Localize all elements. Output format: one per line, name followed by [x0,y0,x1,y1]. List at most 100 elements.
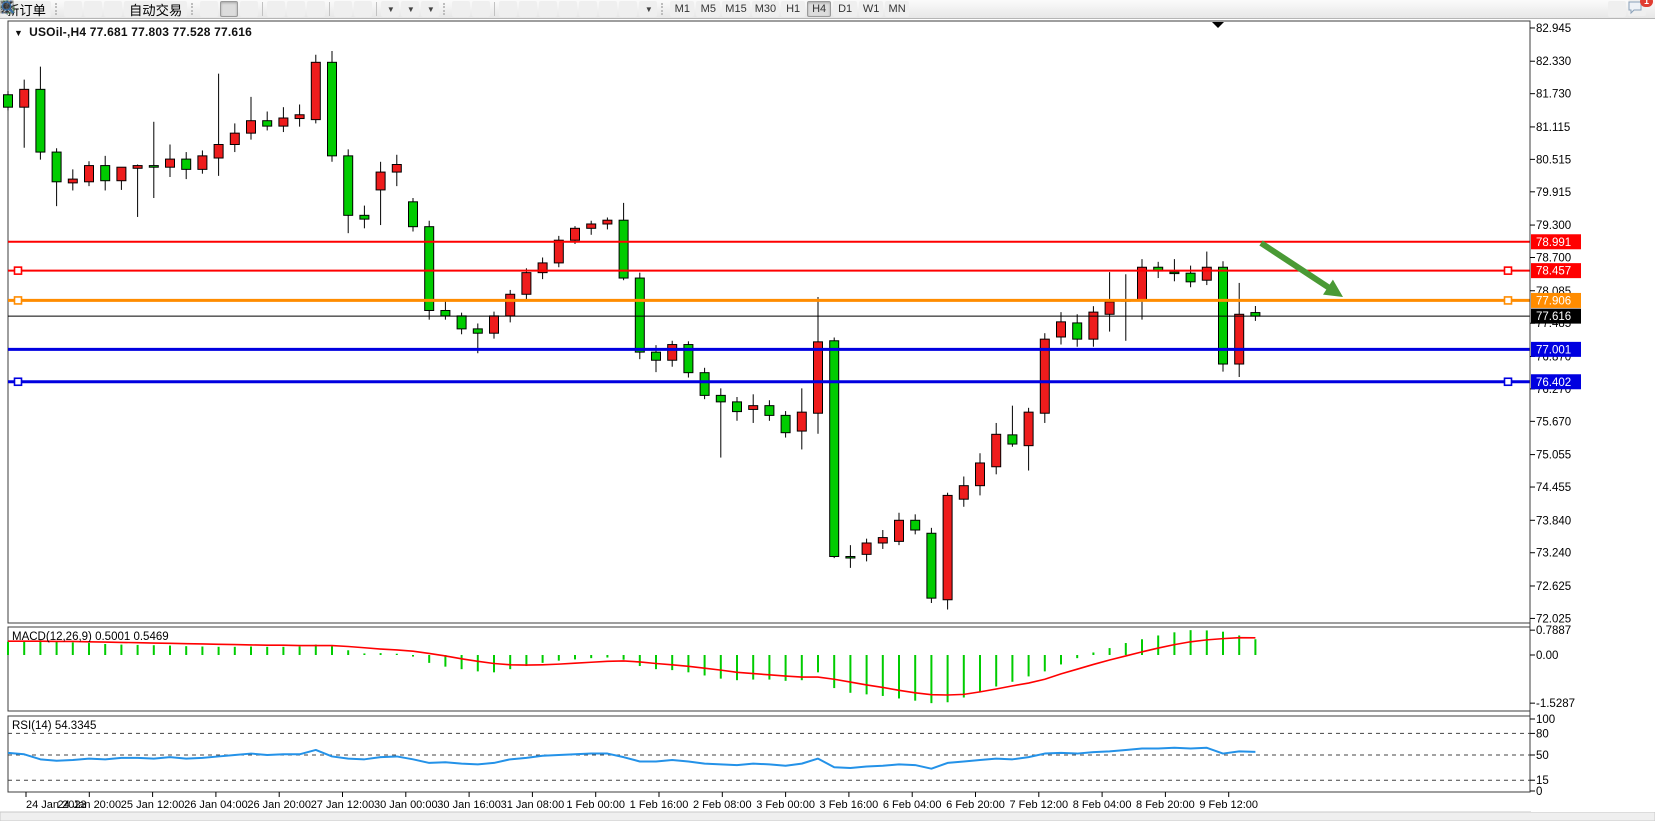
candle [1250,312,1261,317]
chart-shift-icon[interactable] [0,1,373,17]
time-tick-label: 26 Jan 04:00 [184,799,248,811]
candle [715,394,726,403]
line-handle[interactable] [13,266,23,275]
macd-label: MACD(12,26,9) 0.5001 0.5469 [12,631,169,643]
arrows-icon[interactable]: ▼ [2,1,658,17]
candle [813,341,823,414]
zoom-out-icon[interactable] [1,1,306,17]
line-handle[interactable] [13,296,23,305]
candle [35,88,46,153]
price-tick-label: 75.670 [1536,416,1571,428]
line-handle[interactable] [1503,377,1513,387]
price-tick-label: 72.625 [1536,581,1571,593]
horizontal-line-icon[interactable] [1,1,538,17]
candle [1185,272,1196,283]
candle [991,433,1002,468]
search-icon[interactable] [1,1,1626,17]
fibonacci-icon[interactable]: F [1,1,598,17]
auto-scroll-icon[interactable] [0,1,353,17]
price-tick-label: 74.455 [1536,482,1571,494]
candle [926,532,937,599]
candle [1201,266,1212,281]
candle [877,537,888,544]
cursor-icon[interactable] [4,1,471,17]
timeframe-button-mn[interactable]: MN [885,1,910,17]
candle [391,164,402,173]
price-tick-label: 82.945 [1536,23,1571,35]
toolbar-separator [376,2,378,16]
candle [748,405,759,410]
crosshair-icon[interactable] [1,1,491,17]
profiles-icon[interactable]: ▼ [1,1,420,17]
trendline-icon[interactable] [1,1,558,17]
macd-tick-label: 0.7887 [1536,625,1571,637]
zoom-in-icon[interactable] [1,1,286,17]
line-chart-icon[interactable] [0,1,259,17]
time-tick-label: 8 Feb 04:00 [1073,799,1132,811]
timeframe-button-h4[interactable]: H4 [807,1,832,17]
timeframe-button-m5[interactable]: M5 [696,1,721,17]
tile-windows-icon[interactable] [0,0,326,17]
time-tick-label: 3 Feb 16:00 [820,799,879,811]
candle [148,165,159,168]
candle [942,494,953,601]
candle [375,171,386,191]
line-handle[interactable] [1503,296,1513,305]
chart-shift-marker[interactable] [1212,22,1224,28]
label-icon[interactable]: T [0,0,638,17]
time-tick-label: 31 Jan 08:00 [501,799,565,811]
price-axis[interactable] [1531,18,1655,812]
candle [132,165,143,169]
svg-text:T: T [4,3,10,13]
macd-signal-line [8,636,1256,696]
main-pane[interactable] [7,20,1531,624]
timeframe-button-w1[interactable]: W1 [859,1,884,17]
candle [278,117,289,127]
candle [294,114,305,120]
candle [618,219,629,279]
line-handle[interactable] [13,377,23,387]
candle [521,272,532,295]
candle [116,166,127,182]
timeframe-button-d1[interactable]: D1 [833,1,858,17]
line-handle[interactable] [1503,266,1513,275]
timeframe-toolbar: M1 M5 M15 M30 H1 H4 D1 W1 MN [669,1,910,17]
equidistant-channel-icon[interactable]: E [0,1,578,17]
candlestick-chart-icon[interactable] [1,1,239,17]
templates-icon[interactable]: ▼ [0,1,440,17]
toolbar-grip [661,3,666,15]
price-level-badge-text: 77.906 [1536,295,1571,307]
new-chart-icon[interactable]: ▼ [0,1,400,17]
broadcast-icon[interactable] [0,0,122,17]
text-icon[interactable]: A [3,1,618,17]
macd-tick-label: -1.5287 [1536,698,1575,710]
timeframe-button-h1[interactable]: H1 [781,1,806,17]
timeframe-button-m1[interactable]: M1 [670,1,695,17]
annotation-arrow[interactable] [1259,240,1333,292]
candle [3,94,13,108]
time-tick-label: 6 Feb 04:00 [883,799,942,811]
bar-chart-icon[interactable] [1,1,219,17]
chart-title[interactable]: ▼ USOil-,H4 77.681 77.803 77.528 77.616 [14,25,252,39]
chart-profile-icon[interactable] [0,1,82,17]
time-tick-label: 1 Feb 00:00 [566,799,625,811]
timeframe-button-m30[interactable]: M30 [751,1,780,17]
chevron-down-icon: ▼ [406,4,415,14]
autotrading-button[interactable]: 自动交易 [1,1,188,18]
chart-title-text: USOil-,H4 77.681 77.803 77.528 77.616 [29,25,252,39]
navigator-icon[interactable] [1,1,102,17]
rsi-tick-label: 100 [1536,714,1555,726]
symbol-dropdown-icon[interactable]: ▼ [14,28,24,38]
price-tick-label: 79.300 [1536,220,1571,232]
vertical-line-icon[interactable] [6,1,518,17]
candle [586,223,597,229]
candle [861,542,872,555]
price-level-badge-text: 76.402 [1536,377,1571,389]
candle [229,132,240,145]
candle [1088,311,1099,340]
timeframe-button-m15[interactable]: M15 [722,1,750,17]
candle [910,519,921,531]
annotation-arrowhead[interactable] [1323,279,1343,297]
chevron-down-icon: ▼ [426,4,435,14]
